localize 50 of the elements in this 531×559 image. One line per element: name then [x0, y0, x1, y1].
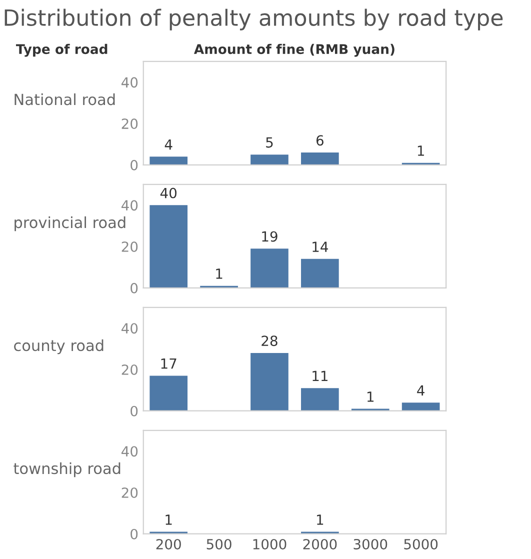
- x-tick-label: 500: [206, 538, 232, 550]
- y-tick-label: 20: [122, 118, 138, 130]
- data-label: 6: [316, 135, 324, 146]
- text: Amount of fine (RMB yuan): [194, 44, 394, 57]
- data-label: 4: [164, 139, 172, 150]
- y-axis-title: provincial road: [14, 216, 126, 232]
- y-tick-label: 0: [130, 528, 138, 540]
- bar: [301, 152, 339, 165]
- bar: [250, 352, 288, 411]
- y-tick-label: 20: [122, 364, 138, 375]
- x-tick-label: 200: [156, 538, 181, 550]
- data-label: 17: [161, 358, 176, 369]
- y-axis-title: National road: [14, 93, 115, 106]
- y-tick-label: 40: [122, 446, 138, 457]
- data-label: 11: [312, 370, 328, 382]
- bar: [150, 205, 188, 288]
- x-tick-label: 1000: [253, 538, 286, 550]
- y-tick-label: 20: [122, 487, 138, 498]
- bar: [250, 248, 288, 288]
- y-tick-label: 40: [122, 77, 138, 88]
- data-label: 19: [262, 231, 278, 242]
- y-tick-label: 0: [130, 160, 138, 170]
- data-label: 1: [418, 146, 424, 156]
- y-axis-title: county road: [14, 339, 104, 354]
- bar: [402, 402, 440, 411]
- x-tick-label: 2000: [303, 538, 337, 550]
- text: Type of road: [16, 44, 108, 57]
- data-label: 4: [417, 385, 424, 396]
- chart-title: Distribution of penalty amounts by road type: [4, 8, 503, 30]
- y-tick-label: 0: [130, 282, 138, 294]
- bar: [150, 376, 188, 411]
- y-tick-label: 40: [122, 200, 138, 211]
- data-label: 1: [166, 514, 172, 525]
- data-label: 14: [312, 242, 328, 252]
- data-label: 40: [160, 188, 177, 198]
- bar: [301, 388, 339, 411]
- x-tick-label: 5000: [404, 538, 438, 550]
- data-label: 1: [317, 514, 324, 525]
- y-tick-label: 0: [130, 406, 138, 416]
- data-label: 28: [262, 336, 278, 346]
- data-label: 5: [266, 137, 273, 148]
- data-label: 1: [367, 392, 374, 402]
- y-tick-label: 40: [122, 323, 138, 334]
- bar: [250, 154, 288, 165]
- y-axis-title: township road: [14, 462, 120, 478]
- bar: [301, 258, 339, 288]
- x-tick-label: 3000: [354, 538, 388, 550]
- bar: [150, 156, 188, 165]
- data-label: 1: [216, 268, 222, 279]
- y-tick-label: 20: [122, 241, 138, 252]
